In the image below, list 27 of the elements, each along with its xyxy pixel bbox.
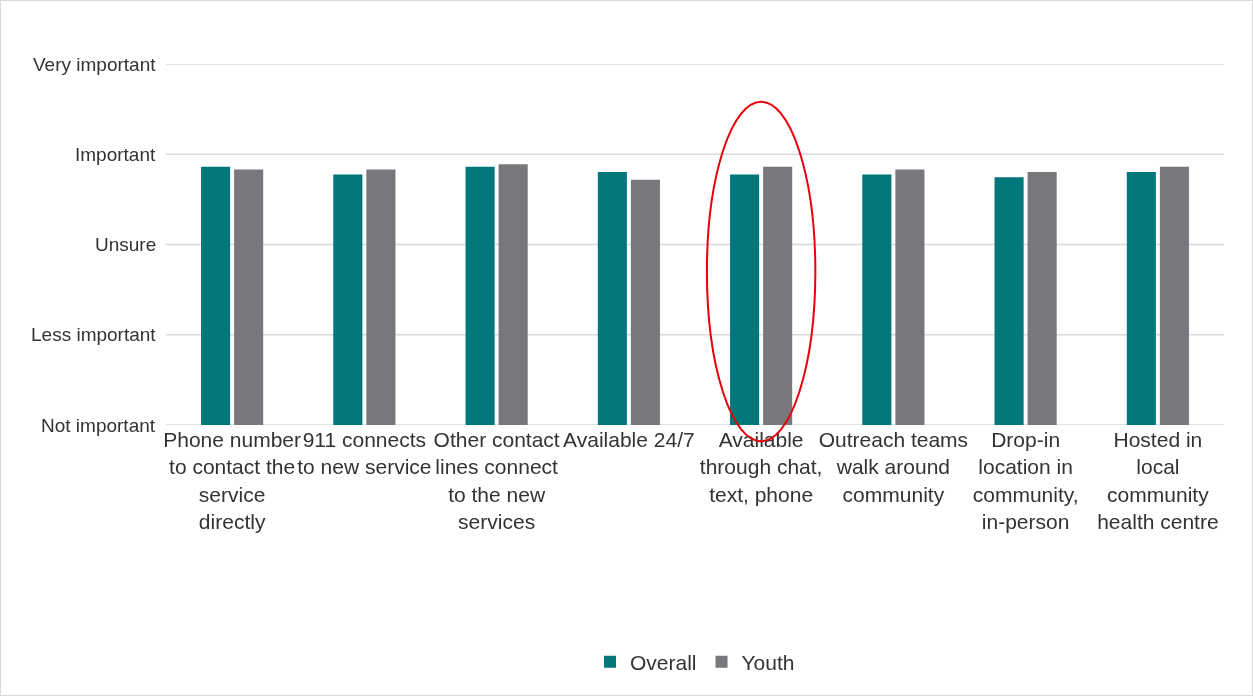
bar	[730, 174, 760, 425]
legend-label: Youth	[741, 650, 795, 674]
ref-line-label: Very important	[33, 54, 157, 75]
bar	[763, 166, 793, 425]
bar	[498, 164, 528, 425]
bar	[366, 169, 396, 425]
bar	[1159, 166, 1189, 425]
bar	[1027, 171, 1057, 425]
x-tick-label: Drop-in location in community, in-person	[972, 428, 1079, 533]
ref-line-label: Less important	[31, 324, 157, 345]
bar	[465, 166, 495, 425]
bar	[1126, 171, 1156, 425]
bar	[597, 171, 627, 425]
x-tick-label: Available 24/7	[563, 428, 695, 451]
bar	[994, 177, 1024, 425]
legend-label: Overall	[630, 650, 697, 674]
ref-line-label: Important	[75, 144, 156, 165]
ref-line-label: Unsure	[95, 234, 157, 255]
bar	[630, 179, 660, 425]
ref-line-label: Not important	[41, 415, 156, 436]
x-tick-label: Other contact lines connect to the new services	[433, 428, 560, 533]
bar	[862, 174, 892, 425]
bar	[201, 166, 231, 425]
x-tick-label: Hosted in local community health centre	[1097, 428, 1219, 533]
bar	[333, 174, 363, 425]
bar	[234, 169, 264, 425]
bar	[895, 169, 925, 425]
